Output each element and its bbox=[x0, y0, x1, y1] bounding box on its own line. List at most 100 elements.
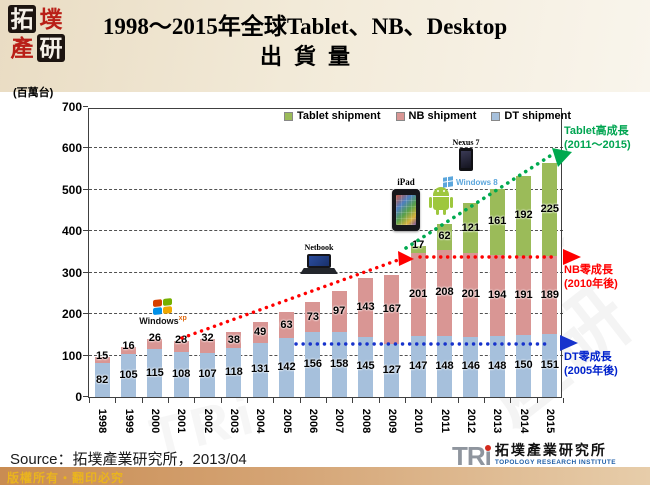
bar-segment bbox=[542, 256, 558, 335]
tablet-growth-note: Tablet高成長 (2011～2015) bbox=[564, 125, 631, 151]
y-axis-tick-label: 100 bbox=[61, 348, 82, 363]
windows8-label: Windows 8 bbox=[456, 177, 498, 187]
android-icon bbox=[428, 187, 454, 215]
x-axis-year-label: 2003 bbox=[227, 408, 240, 434]
source-text: Source：拓墣產業研究所，2013/04 bbox=[10, 451, 247, 468]
bar-value-label: 108 bbox=[171, 368, 191, 381]
bar-value-label: 158 bbox=[329, 357, 349, 370]
ipad-icon: iPad bbox=[386, 177, 426, 231]
bar-segment bbox=[147, 338, 163, 350]
logo-char: 研 bbox=[37, 34, 65, 62]
x-axis-tick bbox=[220, 398, 222, 403]
x-axis-tick bbox=[115, 398, 117, 403]
legend-swatch-icon bbox=[491, 111, 501, 121]
y-axis-tick bbox=[83, 230, 88, 232]
bar-segment bbox=[226, 348, 242, 397]
x-axis-year-label: 2000 bbox=[148, 408, 161, 434]
tri-logo: TRi 拓墣產業研究所 TOPOLOGY RESEARCH INSTITUTE bbox=[452, 441, 616, 471]
x-axis-year-label: 2008 bbox=[359, 408, 372, 434]
x-axis-tick bbox=[378, 398, 380, 403]
windows8-icon: Windows 8 bbox=[443, 176, 503, 188]
bar-value-label: 225 bbox=[540, 203, 559, 216]
ipad-label: iPad bbox=[397, 177, 415, 187]
x-axis-tick bbox=[510, 398, 512, 403]
netbook-icon: Netbook bbox=[297, 243, 341, 274]
x-axis-year-label: 2006 bbox=[306, 408, 319, 434]
bar-value-label: 15 bbox=[96, 349, 109, 362]
bar-segment bbox=[384, 344, 400, 397]
bar-segment bbox=[305, 332, 321, 397]
y-axis-tick bbox=[83, 106, 88, 107]
bar-value-label: 145 bbox=[356, 360, 375, 373]
bar-segment bbox=[200, 339, 215, 353]
legend-item: Tablet shipment bbox=[284, 110, 381, 122]
bar-segment bbox=[410, 252, 426, 337]
x-axis-tick bbox=[326, 398, 327, 403]
bar-segment bbox=[173, 340, 189, 353]
x-axis-year-label: 1999 bbox=[122, 408, 135, 434]
bar-segment bbox=[147, 349, 163, 397]
netbook-label: Netbook bbox=[304, 243, 334, 252]
nexus7-icon: Nexus 7 bbox=[448, 138, 484, 171]
x-axis-tick bbox=[273, 398, 275, 403]
copyright-bar: 版權所有‧翻印必究 bbox=[0, 467, 650, 485]
bar-value-label: 82 bbox=[96, 373, 109, 386]
logo-char: 墣 bbox=[39, 6, 63, 32]
x-axis-tick bbox=[299, 398, 301, 403]
x-axis-year-label: 1998 bbox=[96, 408, 109, 434]
tri-logo-dot-icon bbox=[484, 445, 491, 451]
bar-segment bbox=[252, 342, 268, 397]
bar-value-label: 148 bbox=[487, 359, 507, 372]
y-axis-tick bbox=[83, 271, 88, 273]
y-axis-tick bbox=[83, 313, 88, 315]
x-axis-tick bbox=[247, 398, 248, 403]
bar-value-label: 26 bbox=[148, 331, 161, 344]
bar-value-label: 146 bbox=[461, 360, 480, 373]
bar-value-label: 156 bbox=[303, 358, 322, 371]
x-axis-tick bbox=[141, 398, 143, 403]
x-axis-year-label: 2004 bbox=[254, 408, 267, 434]
bar-segment bbox=[463, 336, 479, 397]
bar-value-label: 194 bbox=[487, 289, 507, 301]
windows-xp-label: Windowsxp bbox=[139, 315, 187, 326]
bar-segment bbox=[410, 336, 426, 397]
x-axis-tick bbox=[168, 398, 169, 403]
x-axis-tick bbox=[484, 398, 485, 403]
x-axis-tick bbox=[563, 398, 564, 403]
gridline bbox=[89, 354, 563, 356]
bar-segment bbox=[437, 249, 452, 336]
legend-item: DT shipment bbox=[491, 110, 571, 122]
y-axis-tick-label: 200 bbox=[61, 307, 82, 322]
legend-label: DT shipment bbox=[504, 110, 571, 122]
bar-value-label: 118 bbox=[224, 366, 243, 379]
bar-segment bbox=[173, 352, 189, 397]
x-axis-year-label: 2007 bbox=[333, 408, 346, 434]
bar-segment bbox=[489, 255, 505, 336]
bar-segment bbox=[331, 331, 347, 397]
bar-value-label: 189 bbox=[540, 288, 559, 301]
logo-char: 產 bbox=[10, 35, 34, 61]
legend-swatch-icon bbox=[284, 111, 293, 121]
title-line-2: 出貨量 bbox=[259, 44, 362, 69]
legend-label: NB shipment bbox=[408, 110, 477, 122]
nb-zero-growth-note: NB零成長 (2010年後) bbox=[564, 264, 618, 290]
bar-segment bbox=[489, 335, 505, 397]
bar-segment bbox=[463, 253, 479, 337]
x-axis-year-label: 2014 bbox=[517, 408, 530, 434]
bar-value-label: 148 bbox=[435, 359, 454, 372]
bar-value-label: 167 bbox=[382, 303, 401, 316]
bar-segment bbox=[279, 338, 294, 397]
tri-logo-cn: 拓墣產業研究所 bbox=[494, 444, 607, 459]
bar-segment bbox=[94, 356, 110, 364]
y-axis-tick bbox=[83, 188, 88, 190]
y-axis-tick-label: 300 bbox=[61, 265, 82, 280]
tri-logo-mark: TRi bbox=[452, 441, 492, 471]
bar-segment bbox=[358, 336, 373, 397]
x-axis-year-label: 2010 bbox=[412, 408, 425, 434]
y-axis-tick bbox=[83, 147, 88, 149]
x-axis-tick bbox=[457, 398, 459, 403]
logo-char: 拓 bbox=[8, 5, 36, 33]
y-axis-tick-label: 0 bbox=[75, 390, 82, 404]
bar-value-label: 127 bbox=[382, 364, 401, 377]
